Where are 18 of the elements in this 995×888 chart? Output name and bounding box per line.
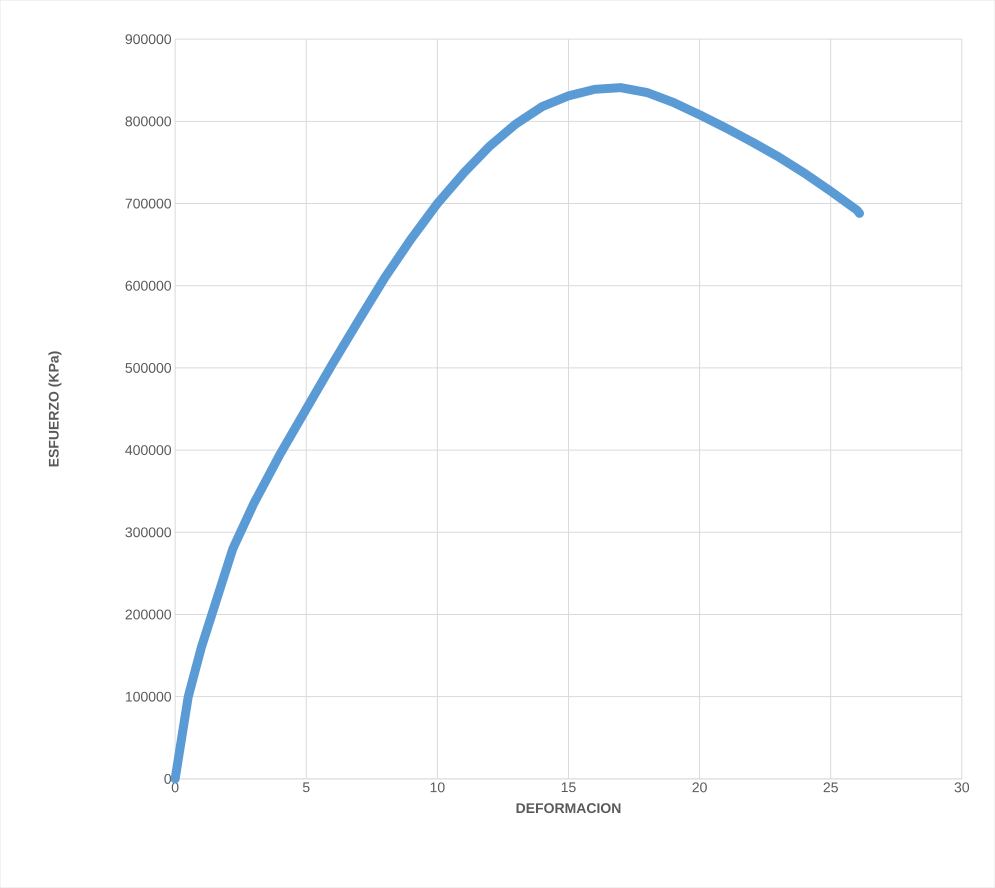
y-tick-label: 800000 <box>126 116 172 126</box>
y-tick-label: 700000 <box>126 198 172 208</box>
x-tick-label: 10 <box>430 782 445 792</box>
y-tick-label: 100000 <box>126 692 172 702</box>
x-tick-label: 5 <box>302 782 310 792</box>
y-tick-label: 300000 <box>125 527 172 538</box>
y-tick-label: 200000 <box>126 610 172 620</box>
y-tick-label: 600000 <box>126 280 172 291</box>
y-axis-title: ESFUERZO (KPa) <box>48 351 62 466</box>
y-tick-label: 500000 <box>125 362 172 373</box>
x-tick-label: 20 <box>692 782 707 792</box>
x-axis-title: DEFORMACION <box>516 803 620 814</box>
y-tick-label: 0 <box>164 774 172 784</box>
x-tick-label: 25 <box>824 782 838 792</box>
y-tick-label: 400000 <box>125 445 172 456</box>
y-tick-label: 900000 <box>126 34 172 44</box>
x-tick-label: 15 <box>562 782 576 792</box>
x-tick-label: 30 <box>954 782 970 792</box>
